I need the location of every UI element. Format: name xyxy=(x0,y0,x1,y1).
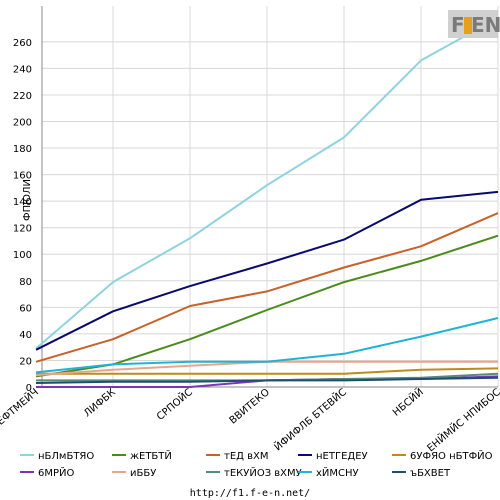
series-lines xyxy=(35,17,499,388)
grid xyxy=(42,6,499,388)
legend-label: 6МРЙО xyxy=(38,466,75,479)
y-tick-label: 260 xyxy=(13,38,32,49)
legend-label: тЕКУЙОЗ вХМУ xyxy=(224,466,302,479)
legend-label: хЙМСНУ xyxy=(316,466,359,479)
legend-label: иББУ xyxy=(130,468,156,479)
y-axis-title: ФПЮЛИ xyxy=(22,179,33,221)
legend-label: ъБХВЕТ xyxy=(410,468,451,479)
logo: F EN xyxy=(448,10,500,38)
footer-url: http://f1.f-e-n.net/ xyxy=(190,488,310,499)
legend-label: жЕТБТЙ xyxy=(130,449,172,462)
x-tick-label: ЙФИФЛБ БТЕВЙС xyxy=(271,385,349,453)
series-line xyxy=(35,17,499,350)
logo-background xyxy=(448,10,498,38)
logo-one-mark xyxy=(464,17,472,34)
series-line xyxy=(35,212,499,363)
y-tick-label: 20 xyxy=(19,356,32,367)
axes xyxy=(41,6,498,388)
legend: нБЛмБТЯО жЕТБТЙ тЕД вХМ нЕТГЕДЕУ 6УФЯО нБТФЙ… xyxy=(20,449,493,479)
legend-label: тЕД вХМ xyxy=(224,451,269,462)
y-tick-labels: 0 20 40 60 80 100 120 140 160 180 200 220 240 260 xyxy=(13,38,32,394)
y-tick-label: 220 xyxy=(13,91,32,102)
x-tick-label: ВВИТЕКО xyxy=(228,387,272,427)
x-tick-label: НБСЙЙ xyxy=(390,385,426,418)
x-tick-label: ЕНЙМЙС НПИБОС xyxy=(424,385,500,454)
y-tick-label: 60 xyxy=(19,303,32,314)
series-line xyxy=(35,317,499,374)
y-tick-label: 120 xyxy=(13,224,32,235)
y-tick-label: 100 xyxy=(13,250,32,261)
y-tick-label: 200 xyxy=(13,117,32,128)
logo-letter-f: F xyxy=(451,13,465,37)
y-tick-label: 80 xyxy=(19,277,32,288)
y-tick-label: 180 xyxy=(13,144,32,155)
y-tick-label: 160 xyxy=(13,171,32,182)
y-tick-label: 40 xyxy=(19,330,32,341)
series-line xyxy=(35,190,499,351)
y-tick-label: 0 xyxy=(26,383,32,394)
legend-label: 6УФЯО нБТФЙО xyxy=(410,449,493,462)
x-tick-label: СРПОЙС xyxy=(154,385,195,423)
legend-label: нЕТГЕДЕУ xyxy=(316,451,368,462)
y-tick-label: 240 xyxy=(13,64,32,75)
series-line xyxy=(36,367,499,375)
logo-letters-en: EN xyxy=(471,13,500,37)
x-tick-labels: ФЕФТМЕЙЧ ЛИФБК СРПОЙС ВВИТЕКО ЙФИФЛБ БТЕВЙС Н… xyxy=(0,385,500,454)
series-line xyxy=(35,376,499,384)
legend-label: нБЛмБТЯО xyxy=(38,451,94,462)
x-tick-label: ФЕФТМЕЙЧ xyxy=(0,385,41,433)
x-tick-label: ЛИФБК xyxy=(82,387,118,420)
y-tick-label: 140 xyxy=(13,197,32,208)
